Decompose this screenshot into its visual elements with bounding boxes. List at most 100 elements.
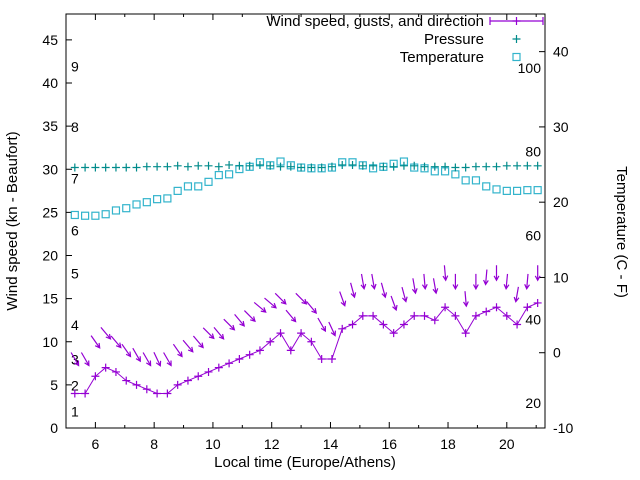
wind-speed-point [389, 329, 398, 338]
y-right-tick-label: -10 [553, 420, 573, 436]
plot-border [65, 13, 546, 429]
legend-label-temperature: Temperature [400, 49, 484, 66]
temperature-point [461, 176, 470, 185]
gust-arrow-series [70, 265, 541, 367]
wind-speed-point [255, 346, 264, 355]
temperature-point [91, 211, 100, 220]
temperature-point [142, 198, 151, 207]
wind-speed-line [74, 302, 538, 394]
gust-arrow [503, 273, 510, 291]
wind-speed-point [214, 363, 223, 372]
legend-label-pressure: Pressure [424, 31, 484, 48]
gust-arrow [370, 273, 377, 291]
x-tick-label: 10 [205, 436, 221, 452]
beaufort-label: 5 [71, 265, 79, 281]
wind-speed-point [132, 380, 141, 389]
wind-speed-point [122, 376, 131, 385]
pressure-point [225, 160, 234, 169]
temperature-point [101, 210, 110, 219]
wind-speed-point [379, 320, 388, 329]
wind-speed-point [276, 329, 285, 338]
gust-arrow [70, 352, 80, 367]
pressure-point [173, 161, 182, 170]
pressure-point [389, 162, 398, 171]
x-tick-label: 6 [91, 436, 99, 452]
pressure-series [70, 160, 542, 172]
gust-arrow [339, 291, 347, 307]
wind-speed-point [513, 320, 522, 329]
pressure-point [91, 163, 100, 172]
gust-arrow [132, 347, 141, 363]
gust-arrow [90, 335, 101, 349]
temperature-point [523, 186, 532, 195]
wind-speed-point [245, 350, 254, 359]
wind-speed-point [173, 380, 182, 389]
fahrenheit-label: 100 [518, 60, 542, 76]
temperature-point [224, 170, 234, 179]
temperature-point [471, 176, 481, 185]
temperature-point [132, 200, 141, 209]
gust-arrow [380, 282, 388, 299]
wind-speed-point [502, 311, 511, 320]
wind-speed-point [286, 346, 295, 355]
pressure-point [122, 163, 131, 172]
gust-arrow [452, 273, 459, 291]
x-tick-label: 16 [381, 436, 397, 452]
beaufort-label: 2 [71, 378, 79, 394]
x-tick-label: 12 [264, 436, 280, 452]
wind-speed-point [70, 389, 79, 398]
wind-speed-point [327, 355, 336, 363]
wind-speed-point [194, 372, 203, 381]
wind-speed-series [70, 298, 542, 398]
temperature-point [173, 186, 182, 195]
legend-marker-pressure [512, 35, 521, 43]
pressure-point [183, 162, 192, 171]
wind-speed-point [523, 303, 532, 312]
wind-speed-point [533, 298, 542, 307]
wind-speed-point [81, 389, 90, 398]
x-axis-title: Local time (Europe/Athens) [214, 454, 396, 471]
beaufort-label: 1 [71, 403, 79, 419]
pressure-point [297, 163, 306, 172]
wind-speed-point [317, 355, 326, 363]
fahrenheit-label: 60 [525, 227, 541, 243]
wind-speed-point [482, 307, 491, 316]
gust-arrow [142, 352, 152, 367]
axes-layer: 6 8 10 12 14 16 18 20051015202530354045-1001020… [42, 13, 573, 452]
x-tick-label: 20 [499, 436, 515, 452]
temperature-point [111, 206, 121, 215]
gust-arrow [411, 278, 418, 295]
gust-arrow [110, 335, 122, 349]
gust-arrow [534, 265, 541, 282]
gust-arrow [317, 317, 327, 333]
x-tick-label: 8 [150, 436, 158, 452]
gust-arrow [213, 327, 225, 340]
pressure-point [163, 162, 172, 171]
temperature-point [204, 177, 213, 186]
beaufort-label: 9 [71, 58, 79, 74]
gust-arrow [483, 269, 489, 286]
y-right-tick-label: 20 [553, 194, 569, 210]
pressure-point [523, 161, 532, 170]
pressure-point [369, 161, 378, 170]
pressure-point [410, 161, 419, 170]
gust-arrow [192, 335, 204, 349]
pressure-point [420, 162, 429, 171]
pressure-point [358, 161, 367, 170]
wind-speed-point [111, 367, 120, 376]
wind-speed-point [204, 367, 213, 376]
fahrenheit-label: 80 [525, 144, 541, 160]
y-left-tick-label: 10 [42, 334, 58, 350]
legend-marker-temperature [512, 52, 521, 62]
pressure-point [513, 161, 522, 170]
wind-speed-point [410, 311, 419, 320]
wind-speed-point [338, 324, 347, 333]
gust-arrow [163, 352, 172, 367]
y-left-tick-label: 35 [42, 118, 58, 134]
y-left-tick-label: 40 [42, 75, 58, 91]
wind-speed-point [471, 311, 480, 320]
gust-arrow [432, 278, 439, 295]
pressure-point [502, 161, 511, 170]
wind-speed-point [461, 329, 470, 338]
pressure-point [317, 163, 326, 172]
